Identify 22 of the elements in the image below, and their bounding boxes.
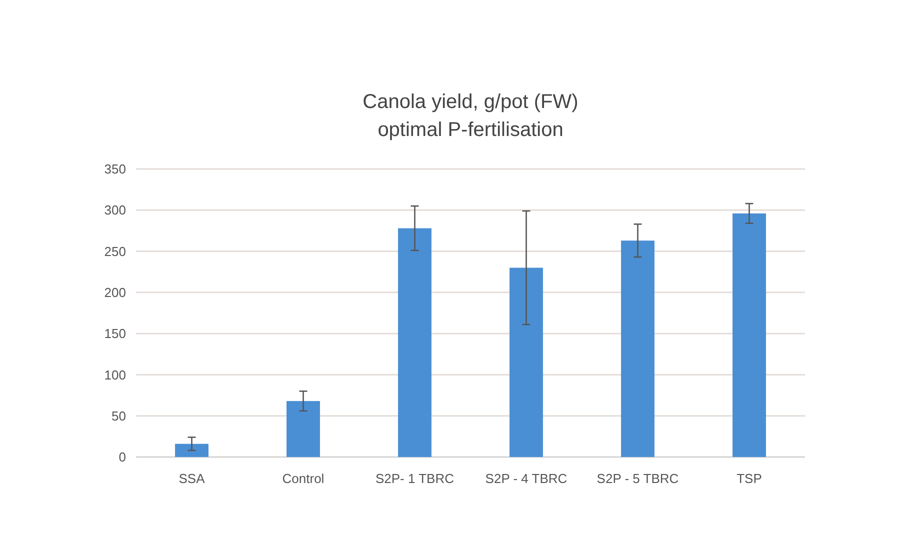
bar [732,213,766,457]
x-tick-label: S2P- 1 TBRC [375,471,454,486]
x-tick-label: S2P - 5 TBRC [596,471,679,486]
y-tick-label: 50 [112,408,126,424]
bar [398,228,432,457]
x-tick-label: Control [282,471,324,486]
x-tick-label: S2P - 4 TBRC [485,471,568,486]
bar [175,444,208,457]
y-tick-label: 350 [104,162,126,177]
y-tick-label: 100 [104,367,126,382]
y-tick-label: 300 [104,202,126,218]
x-tick-label: SSA [178,471,206,486]
bar [510,268,543,457]
y-tick-label: 0 [118,450,126,465]
y-tick-label: 250 [104,244,126,259]
chart-subtitle: optimal P-fertilisation [378,119,564,141]
bar [621,240,654,457]
x-tick-label: TSP [736,471,762,486]
y-tick-label: 200 [104,284,126,300]
chart-title: Canola yield, g/pot (FW) [362,91,578,113]
bar [286,401,320,457]
y-tick-label: 150 [104,326,126,342]
